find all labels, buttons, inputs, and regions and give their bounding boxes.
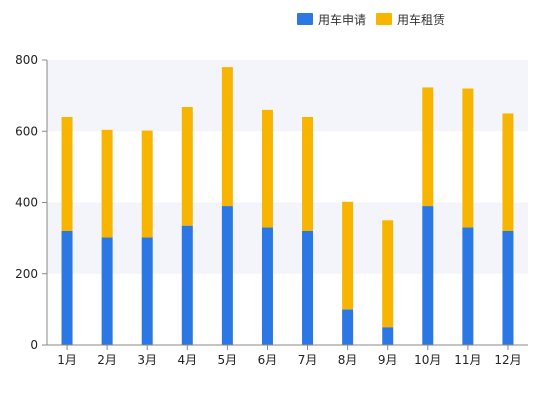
bar-series-1-7[interactable]	[302, 117, 314, 231]
x-tick-label: 9月	[378, 353, 398, 367]
x-tick-label: 11月	[454, 353, 481, 367]
axes-layer: 0 200 400 600 800 1月 2月 3月 4月 5月 6月 7月 8月 9月 10月 11月 12月	[15, 53, 528, 367]
bar-series-1-6[interactable]	[261, 109, 273, 228]
x-tick-label: 12月	[494, 353, 521, 367]
bar-series-1-12[interactable]	[502, 113, 514, 231]
plot-bands	[47, 60, 528, 274]
bar-series-0-8[interactable]	[342, 309, 354, 345]
bar-series-0-7[interactable]	[302, 231, 314, 345]
bar-series-0-11[interactable]	[462, 227, 474, 345]
bar-series-0-1[interactable]	[61, 231, 73, 345]
legend-swatch-series-1[interactable]	[376, 13, 392, 25]
grid-band	[47, 202, 528, 274]
bar-series-0-5[interactable]	[221, 206, 233, 345]
legend-label-series-1[interactable]: 用车租赁	[397, 12, 445, 27]
bar-series-0-2[interactable]	[101, 237, 113, 345]
bar-series-0-12[interactable]	[502, 231, 514, 345]
legend-swatch-series-0[interactable]	[297, 13, 313, 25]
x-tick-label: 3月	[137, 353, 157, 367]
x-tick-label: 8月	[338, 353, 358, 367]
y-tick-label: 600	[15, 124, 38, 138]
bars-layer	[61, 67, 514, 345]
legend: 用车申请 用车租赁	[297, 12, 445, 27]
legend-label-series-0[interactable]: 用车申请	[318, 12, 366, 27]
y-tick-label: 0	[30, 338, 38, 352]
x-tick-label: 7月	[298, 353, 318, 367]
bar-series-1-10[interactable]	[422, 87, 434, 207]
y-tick-label: 200	[15, 267, 38, 281]
grid-band	[47, 60, 528, 132]
bar-series-1-9[interactable]	[382, 220, 394, 328]
bar-series-0-3[interactable]	[141, 237, 153, 345]
bar-series-1-8[interactable]	[342, 201, 354, 310]
bar-series-1-11[interactable]	[462, 88, 474, 228]
x-tick-label: 6月	[258, 353, 278, 367]
bar-series-0-9[interactable]	[382, 327, 394, 345]
bar-series-1-3[interactable]	[141, 130, 153, 238]
y-tick-label: 800	[15, 53, 38, 67]
bar-series-0-4[interactable]	[181, 225, 193, 345]
bar-series-1-5[interactable]	[221, 67, 233, 207]
x-tick-label: 5月	[218, 353, 238, 367]
bar-series-1-2[interactable]	[101, 129, 113, 238]
x-tick-label: 2月	[97, 353, 117, 367]
x-tick-label: 1月	[57, 353, 77, 367]
bar-series-0-6[interactable]	[261, 227, 273, 345]
bar-series-1-1[interactable]	[61, 117, 73, 231]
y-tick-label: 400	[15, 196, 38, 210]
bar-series-0-10[interactable]	[422, 206, 434, 345]
bar-series-1-4[interactable]	[181, 107, 193, 226]
x-tick-label: 10月	[414, 353, 441, 367]
x-tick-label: 4月	[177, 353, 197, 367]
